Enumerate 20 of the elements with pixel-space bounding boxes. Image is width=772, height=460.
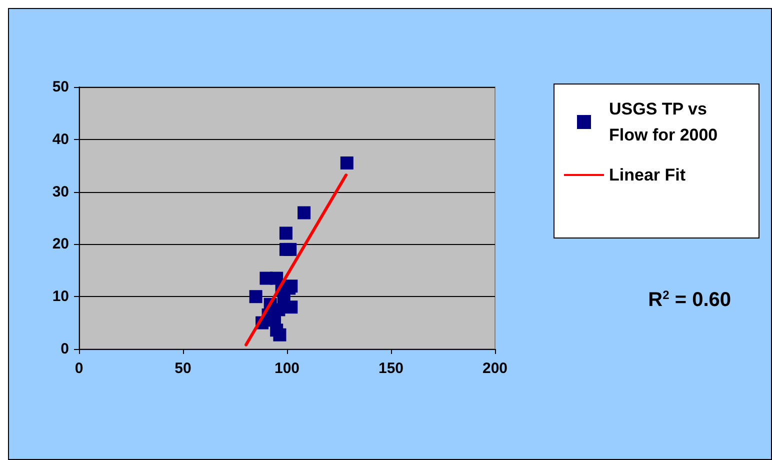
- y-tick-label: 10: [52, 288, 69, 306]
- point: [273, 328, 286, 342]
- x-tick-label: 200: [482, 360, 508, 377]
- point: [298, 206, 311, 220]
- point: [279, 226, 292, 240]
- y-tick-label: 20: [52, 236, 69, 253]
- y-tick-label: 40: [52, 130, 69, 148]
- x-tick-label: 150: [378, 360, 404, 377]
- legend-label: USGS TP vs Flow for 2000: [609, 100, 718, 144]
- y-tick-label: 30: [52, 183, 69, 200]
- legend-label: Linear Fit: [609, 166, 686, 184]
- x-tick-label: 0: [74, 360, 84, 377]
- x-tick-label: 100: [274, 360, 300, 377]
- y-tick-label: 50: [52, 78, 69, 96]
- point: [340, 156, 354, 170]
- point: [284, 300, 298, 314]
- point: [249, 290, 262, 304]
- point: [284, 242, 297, 256]
- y-tick-label: 0: [60, 340, 69, 358]
- x-tick-label: 50: [174, 360, 192, 377]
